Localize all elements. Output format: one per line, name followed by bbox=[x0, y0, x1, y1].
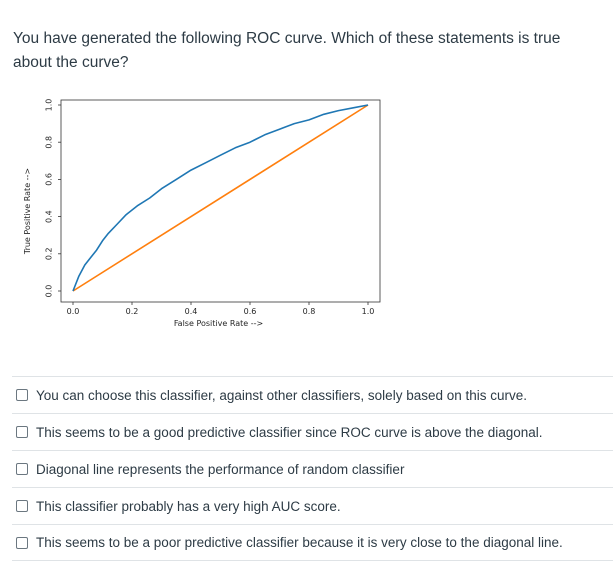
plot-frame bbox=[60, 99, 381, 303]
diagonal-line bbox=[72, 104, 369, 292]
x-tick-label: 0.6 bbox=[244, 307, 257, 316]
answer-label: Diagonal line represents the performance… bbox=[36, 461, 405, 477]
answer-label: You can choose this classifier, against … bbox=[36, 387, 528, 403]
y-tick-label: 0.4 bbox=[45, 210, 54, 223]
roc-curve-line bbox=[72, 104, 369, 292]
checkbox[interactable] bbox=[16, 536, 28, 549]
y-tick-label: 1.0 bbox=[45, 99, 54, 112]
checkbox[interactable] bbox=[16, 426, 28, 438]
y-tick-label: 0.2 bbox=[45, 247, 54, 260]
answer-option-3[interactable]: Diagonal line represents the performance… bbox=[12, 450, 613, 487]
answer-option-5[interactable]: This seems to be a poor predictive class… bbox=[12, 524, 613, 561]
checkbox[interactable] bbox=[16, 463, 28, 475]
y-tick-label: 0.0 bbox=[45, 285, 54, 298]
y-tick-label: 0.8 bbox=[45, 136, 54, 149]
answer-list: You can choose this classifier, against … bbox=[12, 376, 613, 561]
x-tick-label: 0.2 bbox=[126, 307, 139, 316]
answer-label: This seems to be a poor predictive class… bbox=[36, 535, 563, 550]
answer-option-4[interactable]: This classifier probably has a very high… bbox=[12, 487, 613, 524]
answer-label: This seems to be a good predictive class… bbox=[36, 424, 543, 440]
x-tick-label: 0.4 bbox=[185, 307, 198, 316]
roc-chart: 0.0 0.2 0.4 0.6 0.8 1.0 0.0 0.2 0.4 0.6 0.8 1.0 Fals… bbox=[0, 95, 400, 345]
answer-option-1[interactable]: You can choose this classifier, against … bbox=[12, 376, 613, 413]
x-axis-label: False Positive Rate --> bbox=[174, 319, 263, 328]
answer-label: This classifier probably has a very high… bbox=[36, 498, 341, 514]
question-text: You have generated the following ROC cur… bbox=[13, 30, 561, 71]
x-tick-label: 0.8 bbox=[303, 307, 316, 316]
x-tick-label: 1.0 bbox=[362, 307, 375, 316]
roc-chart-svg: 0.0 0.2 0.4 0.6 0.8 1.0 0.0 0.2 0.4 0.6 0.8 1.0 Fals… bbox=[23, 99, 381, 328]
x-tick-label: 0.0 bbox=[67, 307, 80, 316]
y-axis-label: True Positive Rate --> bbox=[23, 168, 32, 255]
checkbox[interactable] bbox=[16, 389, 28, 401]
answer-option-2[interactable]: This seems to be a good predictive class… bbox=[12, 413, 613, 450]
y-tick-label: 0.6 bbox=[45, 173, 54, 186]
checkbox[interactable] bbox=[16, 500, 28, 512]
